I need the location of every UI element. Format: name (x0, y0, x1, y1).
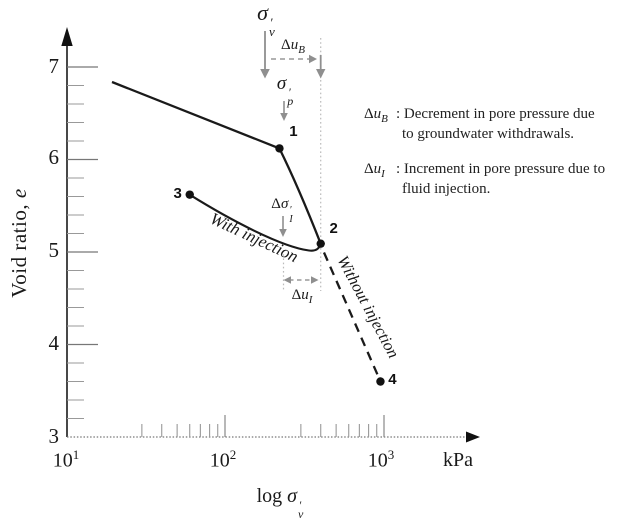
sigma-p-label: σ ′ p (276, 73, 294, 108)
sigma-v-down-arrowhead-icon (260, 69, 270, 79)
data-point-4 (376, 377, 385, 386)
delta-u-i-label: ΔuI (291, 287, 313, 306)
legend-du-i-line1: : Increment in pore pressure due to (396, 161, 606, 177)
x-tick-label-10e2: 102 (209, 447, 237, 472)
legend-term-du-i: ΔuI (364, 161, 385, 180)
data-point-2 (316, 239, 325, 248)
delta-u-b-label: ΔuB (281, 37, 305, 56)
delta-u-i-left-arrowhead-icon (283, 276, 291, 284)
y-axis-title: Void ratio, e (7, 188, 31, 298)
x-tick-label-10e1: 101 (52, 447, 80, 472)
delta-u-b-right-arrowhead-icon (309, 54, 317, 64)
y-tick-label-3: 3 (48, 424, 60, 448)
x-tick-label-10e3: 103 (367, 447, 395, 472)
data-point-1 (275, 144, 284, 153)
y-axis-arrowhead-icon (61, 27, 73, 46)
x-axis-arrowhead-icon (466, 431, 480, 443)
y-tick-label-7: 7 (48, 54, 60, 78)
data-points (185, 144, 385, 386)
legend-du-b-line2: to groundwater withdrawals. (402, 126, 575, 142)
x-axis-title: log σ ′ v (256, 485, 304, 518)
delta-sigma-i-down-arrowhead-icon (279, 229, 287, 237)
without-injection-curve (322, 252, 382, 382)
sigma-v-label: σ ′ v (257, 0, 275, 39)
legend-du-i-line2: fluid injection. (402, 181, 491, 197)
point-label-2: 2 (329, 219, 338, 237)
data-point-3 (185, 190, 194, 199)
legend-du-b-line1: : Decrement in pore pressure due (396, 106, 595, 122)
delta-u-i-right-arrowhead-icon (311, 276, 319, 284)
sigma-p-down-arrowhead-icon (280, 113, 288, 121)
drawdown-down-arrowhead-icon (316, 69, 326, 79)
point-label-4: 4 (388, 370, 397, 388)
axis-ticks (67, 66, 385, 437)
y-tick-label-4: 4 (48, 331, 60, 355)
delta-sigma-i-label: Δσ ′ I (271, 196, 293, 225)
y-tick-label-5: 5 (48, 238, 60, 262)
point-label-1: 1 (289, 123, 298, 141)
with-injection-curve (189, 193, 322, 252)
point-label-3: 3 (173, 184, 182, 202)
x-axis-unit: kPa (443, 449, 473, 471)
y-tick-label-6: 6 (48, 145, 60, 169)
legend-term-du-b: ΔuB (364, 106, 388, 125)
